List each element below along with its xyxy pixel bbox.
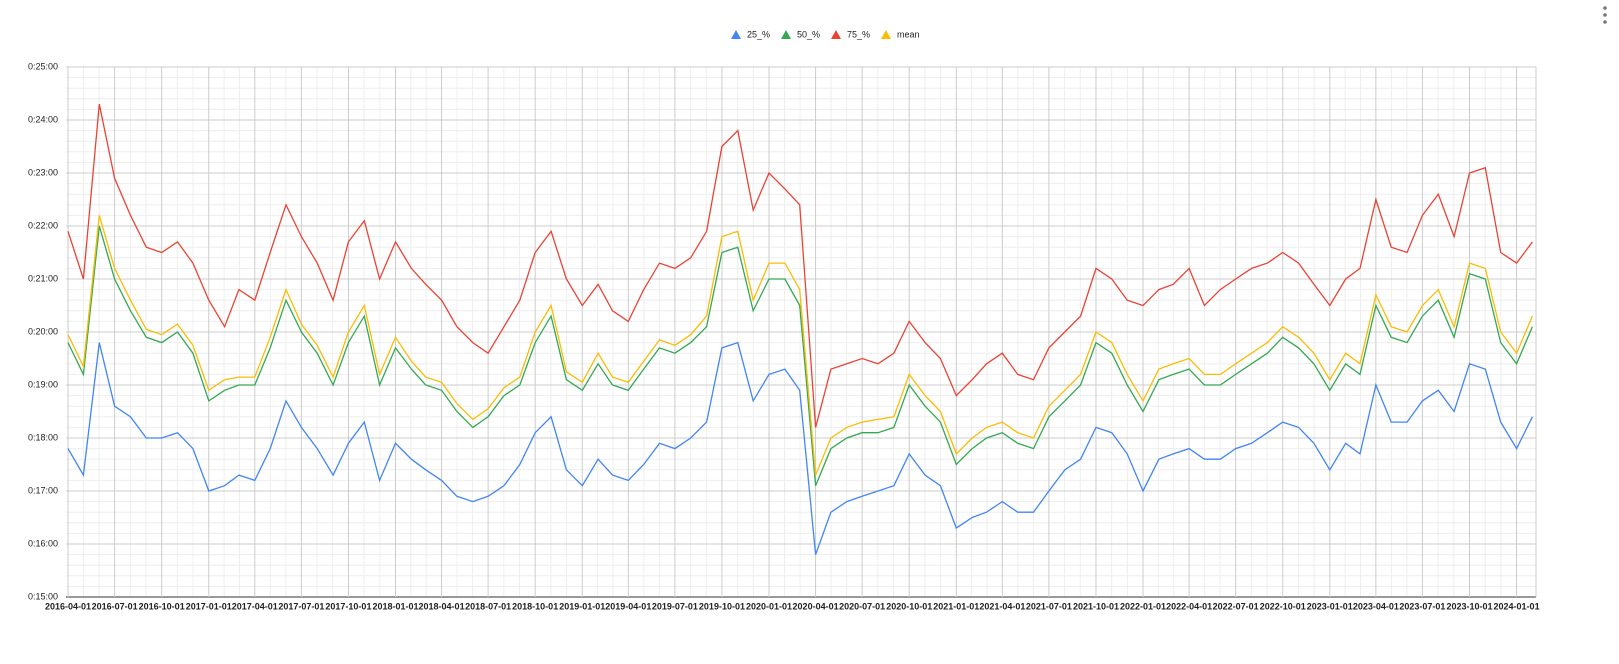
y-tick-label: 0:18:00: [28, 432, 58, 442]
legend-label: 75_%: [847, 29, 870, 39]
legend-label: 50_%: [797, 29, 820, 39]
series-line: [67, 215, 1533, 476]
x-tick-label: 2019-01-01: [559, 601, 605, 611]
x-tick-label: 2017-01-01: [186, 601, 232, 611]
y-tick-label: 0:16:00: [28, 538, 58, 548]
x-tick-label: 2021-07-01: [1026, 601, 1072, 611]
grid: [66, 66, 1536, 598]
legend-marker: [881, 30, 891, 39]
x-tick-label: 2021-01-01: [933, 601, 979, 611]
x-tick-label: 2023-07-01: [1399, 601, 1445, 611]
x-tick-label: 2020-07-01: [839, 601, 885, 611]
x-tick-label: 2023-01-01: [1307, 601, 1353, 611]
x-tick-label: 2021-10-01: [1073, 601, 1119, 611]
legend-marker: [831, 30, 841, 39]
legend-marker: [731, 30, 741, 39]
x-tick-label: 2016-07-01: [92, 601, 138, 611]
y-tick-label: 0:17:00: [28, 485, 58, 495]
x-tick-label: 2018-10-01: [512, 601, 558, 611]
series-line: [67, 225, 1533, 486]
x-tick-label: 2024-01-01: [1494, 601, 1540, 611]
x-tick-label: 2016-10-01: [139, 601, 185, 611]
x-tick-label: 2022-07-01: [1213, 601, 1259, 611]
y-tick-label: 0:24:00: [28, 114, 58, 124]
x-tick-label: 2019-10-01: [699, 601, 745, 611]
x-tick-label: 2022-01-01: [1120, 601, 1166, 611]
x-tick-label: 2018-07-01: [465, 601, 511, 611]
x-tick-label: 2020-04-01: [793, 601, 839, 611]
legend-label: mean: [897, 29, 920, 39]
x-tick-label: 2017-04-01: [232, 601, 278, 611]
series-line: [67, 341, 1533, 555]
x-tick-label: 2019-04-01: [605, 601, 651, 611]
y-tick-label: 0:22:00: [28, 220, 58, 230]
x-tick-label: 2023-04-01: [1353, 601, 1399, 611]
x-tick-label: 2021-04-01: [979, 601, 1025, 611]
legend-marker: [781, 30, 791, 39]
y-tick-label: 0:20:00: [28, 326, 58, 336]
y-tick-label: 0:19:00: [28, 379, 58, 389]
y-tick-label: 0:25:00: [28, 61, 58, 71]
x-tick-label: 2016-04-01: [45, 601, 91, 611]
x-tick-label: 2022-04-01: [1166, 601, 1212, 611]
legend-label: 25_%: [747, 29, 770, 39]
x-tick-label: 2019-07-01: [652, 601, 698, 611]
x-tick-label: 2020-01-01: [746, 601, 792, 611]
y-tick-label: 0:23:00: [28, 167, 58, 177]
y-tick-label: 0:21:00: [28, 273, 58, 283]
x-tick-label: 2018-04-01: [419, 601, 465, 611]
x-tick-label: 2018-01-01: [372, 601, 418, 611]
x-tick-label: 2017-07-01: [278, 601, 324, 611]
menu-icon[interactable]: [1603, 6, 1607, 24]
legend: 25_% 50_% 75_% mean: [731, 29, 920, 39]
x-tick-label: 2023-10-01: [1446, 601, 1492, 611]
series-line: [67, 103, 1533, 428]
x-tick-label: 2017-10-01: [325, 601, 371, 611]
y-tick-label: 0:15:00: [28, 591, 58, 601]
x-tick-label: 2020-10-01: [886, 601, 932, 611]
x-tick-label: 2022-10-01: [1260, 601, 1306, 611]
